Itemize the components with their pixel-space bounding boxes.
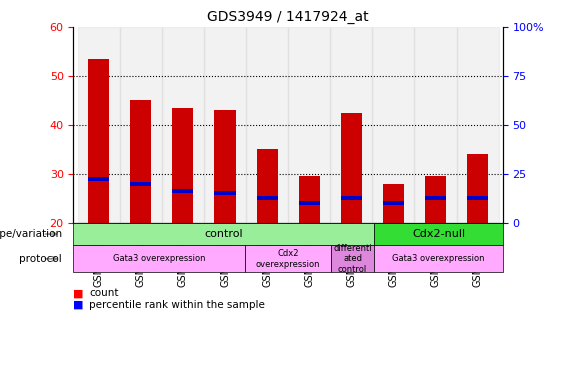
Bar bbox=[331, 27, 372, 223]
Bar bbox=[457, 27, 499, 223]
Bar bbox=[467, 196, 488, 200]
Bar bbox=[467, 154, 488, 223]
Text: Cdx2-null: Cdx2-null bbox=[412, 229, 465, 239]
Text: percentile rank within the sample: percentile rank within the sample bbox=[89, 300, 265, 310]
Text: genotype/variation: genotype/variation bbox=[0, 229, 62, 239]
Bar bbox=[77, 27, 120, 223]
Text: differenti
ated
control: differenti ated control bbox=[333, 244, 372, 274]
Bar bbox=[425, 196, 446, 200]
Bar bbox=[215, 191, 236, 195]
Bar bbox=[246, 27, 288, 223]
Text: ■: ■ bbox=[73, 300, 84, 310]
Text: Cdx2
overexpression: Cdx2 overexpression bbox=[256, 249, 320, 268]
Bar bbox=[131, 100, 151, 223]
Bar bbox=[341, 196, 362, 200]
Text: Gata3 overexpression: Gata3 overexpression bbox=[113, 254, 206, 263]
Text: ■: ■ bbox=[73, 288, 84, 298]
Text: protocol: protocol bbox=[19, 254, 62, 264]
Bar bbox=[383, 184, 404, 223]
Bar bbox=[425, 176, 446, 223]
Bar bbox=[204, 27, 246, 223]
Bar bbox=[299, 201, 320, 205]
Bar bbox=[215, 110, 236, 223]
Bar bbox=[383, 201, 404, 205]
Bar bbox=[131, 182, 151, 185]
Bar bbox=[172, 108, 193, 223]
Bar bbox=[88, 177, 109, 180]
Text: Gata3 overexpression: Gata3 overexpression bbox=[392, 254, 485, 263]
Bar bbox=[172, 189, 193, 193]
Bar bbox=[299, 176, 320, 223]
Bar bbox=[257, 196, 277, 200]
Bar bbox=[120, 27, 162, 223]
Bar bbox=[372, 27, 415, 223]
Bar bbox=[162, 27, 204, 223]
Bar bbox=[88, 59, 109, 223]
Text: control: control bbox=[205, 229, 243, 239]
Bar bbox=[288, 27, 331, 223]
Bar bbox=[341, 113, 362, 223]
Text: count: count bbox=[89, 288, 119, 298]
Bar bbox=[257, 149, 277, 223]
Bar bbox=[415, 27, 457, 223]
Title: GDS3949 / 1417924_at: GDS3949 / 1417924_at bbox=[207, 10, 369, 25]
